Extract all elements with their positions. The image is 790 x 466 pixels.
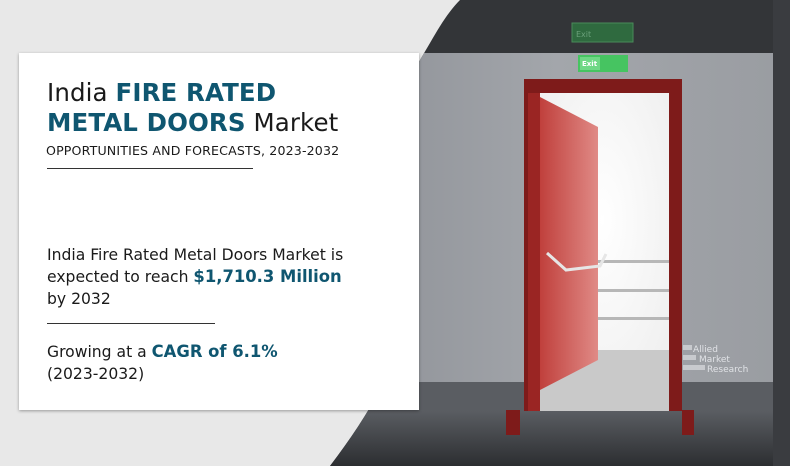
cagr-statement: Growing at a CAGR of 6.1% (2023-2032) [47, 342, 278, 383]
market-size-statement: India Fire Rated Metal Doors Market is e… [47, 246, 344, 308]
svg-text:Market: Market [699, 355, 730, 365]
svg-text:Exit: Exit [582, 60, 598, 68]
cagr-value: CAGR of 6.1% [151, 342, 278, 361]
divider [47, 168, 253, 169]
forecast-period: (2023-2032) [47, 365, 145, 383]
svg-text:Research: Research [707, 365, 748, 375]
svg-text:Allied: Allied [693, 345, 718, 355]
svg-text:Exit: Exit [576, 30, 591, 39]
title-highlight-2: METAL DOORS [47, 108, 246, 137]
subtitle: OPPORTUNITIES AND FORECASTS, 2023-2032 [46, 143, 340, 158]
title-highlight-1: FIRE RATED [115, 78, 277, 107]
info-card [19, 53, 419, 410]
divider [47, 323, 215, 324]
market-size-value: $1,710.3 Million [193, 267, 342, 286]
watermark [683, 345, 705, 370]
page-title: India FIRE RATED METAL DOORS Market [47, 78, 339, 137]
